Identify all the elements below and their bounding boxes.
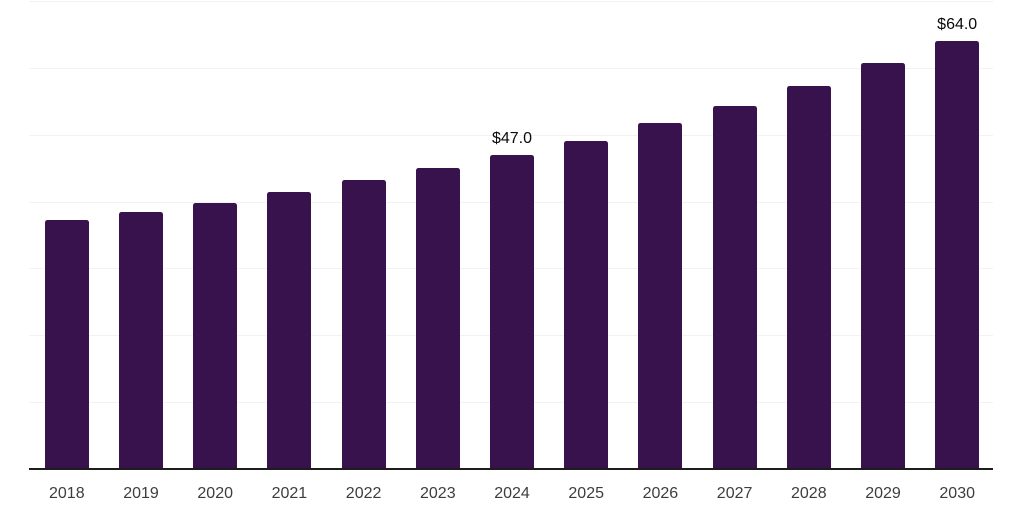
gridline xyxy=(29,67,993,69)
bar-value-label-2024: $47.0 xyxy=(491,129,533,147)
x-tick-label-2019: 2019 xyxy=(123,485,159,502)
x-tick-label-2026: 2026 xyxy=(642,485,679,502)
x-tick-label-2029: 2029 xyxy=(865,485,901,502)
x-tick-label-2020: 2020 xyxy=(197,485,233,502)
bar-2020 xyxy=(193,202,238,469)
bar-value-label-2030: $64.0 xyxy=(937,16,978,34)
x-tick-label-2027: 2027 xyxy=(716,485,753,502)
x-tick-label-2021: 2021 xyxy=(271,485,308,502)
bar-2028 xyxy=(786,85,831,469)
bar-2029 xyxy=(861,63,905,469)
bar-2026 xyxy=(638,123,683,469)
gridline xyxy=(29,1,993,2)
x-axis-line xyxy=(29,468,993,470)
x-tick-label-2018: 2018 xyxy=(49,485,85,502)
bar-2021 xyxy=(267,191,312,469)
x-tick-label-2023: 2023 xyxy=(420,485,456,502)
x-tick-label-2030: 2030 xyxy=(939,485,975,502)
bar-2024 xyxy=(490,154,534,469)
x-tick-label-2028: 2028 xyxy=(791,485,827,502)
x-tick-label-2025: 2025 xyxy=(568,485,604,502)
bar-2023 xyxy=(415,168,460,469)
bar-2019 xyxy=(119,212,163,469)
x-tick-label-2022: 2022 xyxy=(345,485,382,502)
bar-2027 xyxy=(712,105,757,469)
bar-2022 xyxy=(341,180,386,469)
gridline xyxy=(29,134,993,136)
bar-2025 xyxy=(564,140,609,469)
bar-2018 xyxy=(44,220,89,469)
x-tick-label-2024: 2024 xyxy=(494,485,530,502)
bar-2030 xyxy=(935,41,980,469)
